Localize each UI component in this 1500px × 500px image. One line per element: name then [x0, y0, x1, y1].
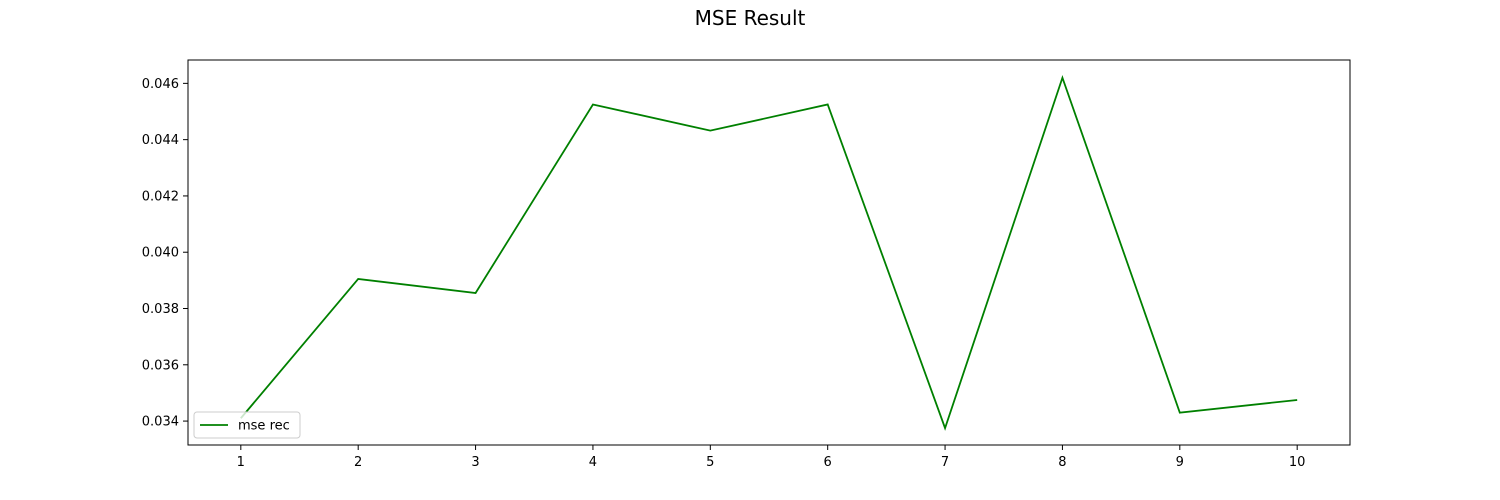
chart-title: MSE Result	[695, 6, 806, 30]
x-tick-label: 4	[589, 455, 597, 470]
x-tick-label: 10	[1289, 455, 1306, 470]
x-tick-label: 1	[237, 455, 245, 470]
axes: 1 2 3 4 5 6 7 8 9 10 0.034 0.036 0.038 0.040 0.042 0.04…	[142, 77, 1306, 470]
x-tick-label: 3	[471, 455, 479, 470]
legend-box	[193, 411, 301, 439]
y-tick-label: 0.034	[142, 415, 179, 430]
x-tick-label: 6	[824, 455, 832, 470]
series-group	[240, 74, 1298, 431]
x-tick-label: 2	[354, 455, 362, 470]
x-tick-label: 7	[941, 455, 949, 470]
legend: mse rec	[193, 411, 301, 439]
x-tick-label: 5	[706, 455, 714, 470]
plot-frame	[187, 59, 1351, 446]
y-tick-label: 0.038	[142, 302, 179, 317]
x-tick-label: 8	[1058, 455, 1066, 470]
y-tick-label: 0.046	[142, 77, 179, 92]
x-tick-label: 9	[1176, 455, 1184, 470]
y-tick-label: 0.036	[142, 358, 179, 373]
y-tick-label: 0.042	[142, 189, 179, 204]
y-tick-label: 0.044	[142, 133, 179, 148]
series-line-mse-rec	[240, 74, 1298, 431]
legend-label: mse rec	[238, 419, 290, 434]
y-tick-label: 0.040	[142, 246, 179, 261]
